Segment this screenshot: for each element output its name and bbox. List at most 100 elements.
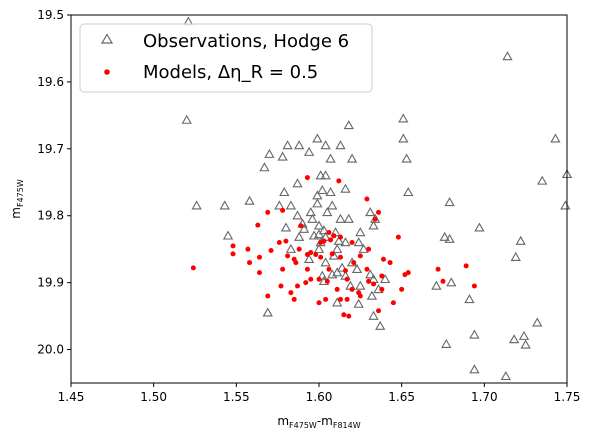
model-point xyxy=(230,251,236,257)
observation-point xyxy=(305,207,316,217)
y-tick-label: 19.8 xyxy=(37,209,64,223)
model-point xyxy=(304,252,310,258)
observation-point xyxy=(332,297,343,307)
observation-point xyxy=(307,213,318,223)
model-point xyxy=(276,239,282,245)
observation-point xyxy=(282,140,293,150)
observation-point xyxy=(222,230,234,240)
observation-point xyxy=(333,235,344,245)
model-point xyxy=(366,278,372,284)
observation-point xyxy=(550,133,561,143)
observation-point xyxy=(325,186,336,197)
models-series xyxy=(190,175,477,319)
observation-point xyxy=(353,237,364,247)
model-point xyxy=(323,296,329,302)
model-point xyxy=(245,246,251,252)
observation-point xyxy=(262,307,273,317)
observation-point xyxy=(444,233,455,243)
observation-point xyxy=(312,198,323,208)
observation-point xyxy=(298,223,310,233)
observation-point xyxy=(181,114,192,124)
model-point xyxy=(364,266,370,272)
model-point xyxy=(316,300,322,306)
model-point xyxy=(334,286,340,292)
model-point xyxy=(278,283,284,289)
model-point xyxy=(435,266,441,272)
observation-point xyxy=(368,220,379,230)
observation-point xyxy=(441,338,452,348)
model-point xyxy=(280,207,286,213)
model-point xyxy=(463,263,469,269)
observation-point xyxy=(340,237,351,247)
y-axis-label: mF475W xyxy=(9,179,25,219)
legend-circle-icon xyxy=(104,69,110,75)
observation-point xyxy=(474,222,485,232)
observation-point xyxy=(337,262,348,272)
observation-point xyxy=(325,153,336,163)
x-axis-ticks: 1.45 1.50 1.55 1.60 1.65 1.70 1.75 xyxy=(58,383,580,404)
model-point xyxy=(380,256,386,262)
observation-point xyxy=(346,153,358,163)
model-point xyxy=(395,234,401,240)
model-point xyxy=(342,268,348,274)
observation-point xyxy=(320,140,331,150)
model-point xyxy=(405,270,411,276)
observation-point xyxy=(343,213,354,223)
model-point xyxy=(326,229,332,235)
model-point xyxy=(336,178,342,184)
model-point xyxy=(357,253,363,259)
y-tick-label: 20.0 xyxy=(37,343,64,357)
legend: Observations, Hodge 6 Models, Δη_R = 0.5 xyxy=(79,23,373,93)
observation-point xyxy=(365,269,376,279)
observation-point xyxy=(502,51,513,61)
y-tick-label: 19.6 xyxy=(37,75,64,89)
legend-triangle-icon xyxy=(100,33,114,44)
model-point xyxy=(349,239,355,245)
x-tick-label: 1.55 xyxy=(223,390,250,404)
model-point xyxy=(280,266,286,272)
y-axis-ticks: 19.5 19.6 19.7 19.8 19.9 20.0 xyxy=(37,8,71,357)
model-point xyxy=(337,254,343,260)
observation-point xyxy=(444,197,455,207)
model-point xyxy=(283,238,289,244)
model-point xyxy=(376,308,382,314)
observation-point xyxy=(340,183,351,193)
observation-point xyxy=(500,370,511,381)
x-tick-label: 1.70 xyxy=(471,390,498,404)
model-point xyxy=(265,293,271,299)
observation-point xyxy=(365,207,376,217)
model-point xyxy=(265,209,271,215)
model-point xyxy=(291,296,297,302)
observation-point xyxy=(398,133,409,143)
model-point xyxy=(399,286,405,292)
observation-point xyxy=(335,213,346,223)
observation-point xyxy=(313,229,325,239)
observation-point xyxy=(244,195,255,205)
observation-point xyxy=(355,227,366,237)
model-point xyxy=(331,233,337,239)
model-point xyxy=(285,253,291,259)
model-point xyxy=(471,283,477,289)
observation-point xyxy=(292,210,303,220)
y-tick-label: 19.7 xyxy=(37,142,64,156)
model-point xyxy=(329,251,335,257)
observation-point xyxy=(317,184,328,195)
observation-point xyxy=(259,162,270,172)
x-axis-label: mF475W-mF814W xyxy=(277,414,360,430)
observation-point xyxy=(439,231,450,241)
legend-label-observations: Observations, Hodge 6 xyxy=(143,31,349,52)
model-point xyxy=(318,254,324,260)
legend-label-models: Models, Δη_R = 0.5 xyxy=(143,62,318,83)
observation-point xyxy=(294,140,305,150)
observation-point xyxy=(313,243,325,253)
model-point xyxy=(190,265,196,271)
observation-point xyxy=(335,140,346,150)
observations-series xyxy=(181,16,573,381)
observation-point xyxy=(508,334,520,344)
observation-point xyxy=(464,294,475,304)
model-point xyxy=(349,286,355,292)
model-point xyxy=(379,273,385,279)
observation-point xyxy=(532,317,543,327)
observation-point xyxy=(313,220,325,230)
